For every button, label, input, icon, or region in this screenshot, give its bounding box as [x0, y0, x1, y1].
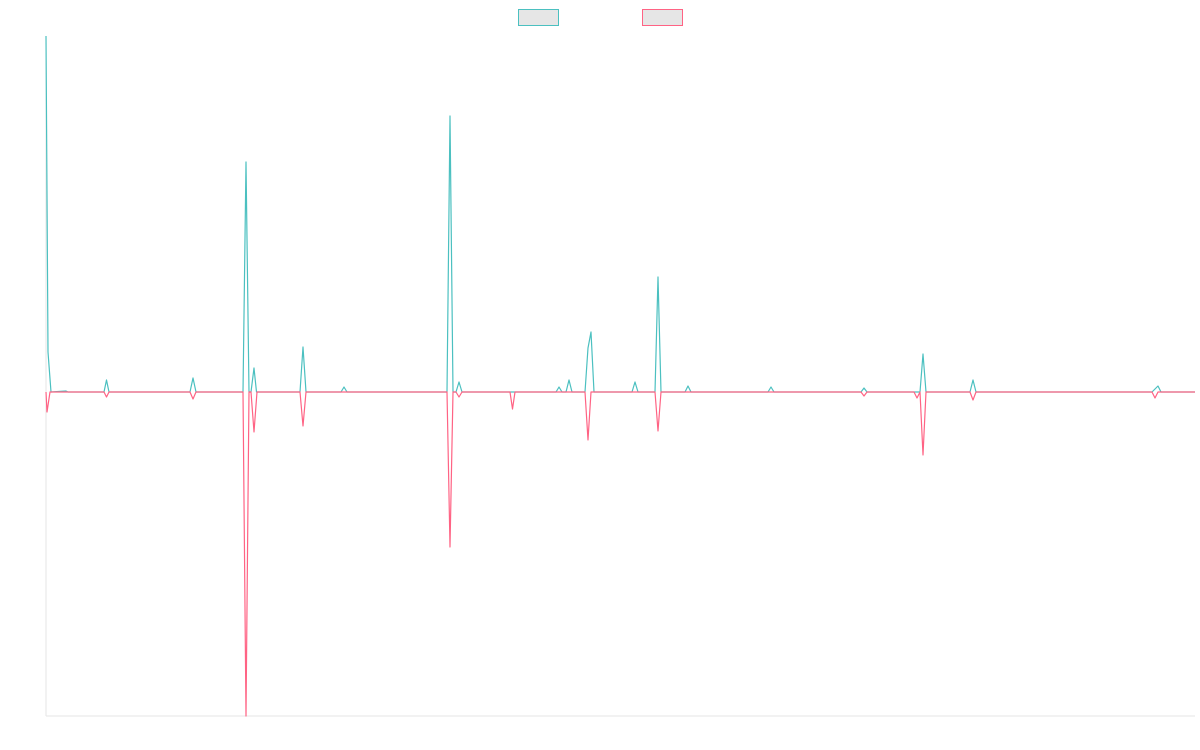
legend-swatch[interactable] [642, 9, 683, 26]
legend-swatch[interactable] [518, 9, 559, 26]
series-line [45, 35, 1195, 393]
series-line [45, 391, 1195, 717]
